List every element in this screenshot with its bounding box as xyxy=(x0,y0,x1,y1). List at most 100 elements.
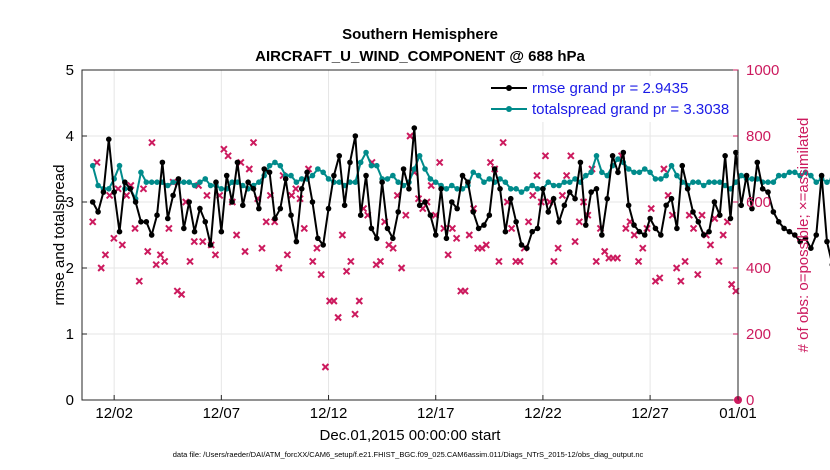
obs-count-marker xyxy=(148,138,156,147)
rmse-point xyxy=(164,215,171,222)
rmse-point xyxy=(191,228,198,235)
obs-count-marker xyxy=(499,138,507,147)
rmse-point xyxy=(711,199,718,205)
totalspread-point xyxy=(148,179,155,185)
obs-count-marker xyxy=(160,257,169,266)
totalspread-point xyxy=(572,176,578,182)
totalspread-point xyxy=(368,162,375,169)
rmse-point xyxy=(298,186,305,192)
rmse-point xyxy=(513,219,519,225)
rmse-point xyxy=(443,235,450,242)
rmse-point xyxy=(261,166,268,172)
totalspread-point xyxy=(256,179,262,185)
y2-axis-ticks: 0 200 400 600 800 1000 xyxy=(733,62,779,409)
rmse-point xyxy=(432,232,439,238)
y-tick-label: 5 xyxy=(66,62,74,79)
rmse-point xyxy=(722,153,728,159)
y2-tick-label: 1000 xyxy=(746,62,779,79)
obs-count-marker xyxy=(275,264,283,272)
totalspread-point xyxy=(722,182,728,189)
obs-count-marker xyxy=(389,244,397,252)
totalspread-point xyxy=(138,169,144,176)
totalspread-point xyxy=(604,172,611,179)
rmse-point xyxy=(700,232,707,238)
rmse-point xyxy=(481,222,487,228)
rmse-point xyxy=(566,189,573,195)
rmse-point xyxy=(373,235,380,242)
obs-count-marker xyxy=(558,191,567,200)
rmse-point xyxy=(786,228,793,235)
obs-count-marker xyxy=(639,244,647,252)
x-axis-ticks: 12/02 12/07 12/12 12/17 12/22 12/27 01/01 xyxy=(95,395,757,422)
totalspread-point xyxy=(615,156,621,162)
rmse-point xyxy=(625,202,632,209)
rmse-point xyxy=(593,186,600,192)
rmse-point xyxy=(438,186,444,192)
obs-count-marker xyxy=(562,171,571,180)
rmse-point xyxy=(599,232,605,238)
obs-count-marker xyxy=(338,231,347,239)
rmse-point xyxy=(802,235,809,242)
rmse-point xyxy=(792,232,798,238)
totalspread-point xyxy=(416,153,423,159)
legend: rmse grand pr = 2.9435 totalspread grand… xyxy=(486,76,736,122)
obs-count-marker xyxy=(330,297,338,305)
totalspread-point xyxy=(652,176,659,182)
totalspread-point xyxy=(599,169,605,176)
y-tick-label: 3 xyxy=(66,194,74,211)
totalspread-point xyxy=(470,169,477,176)
obs-count-marker xyxy=(448,224,457,233)
rmse-point xyxy=(352,133,359,139)
obs-count-marker xyxy=(313,244,321,252)
obs-count-marker xyxy=(495,257,503,266)
totalspread-point xyxy=(706,179,712,185)
obs-count-marker xyxy=(249,138,258,147)
chart-title: Southern Hemisphere xyxy=(342,26,498,43)
totalspread-point xyxy=(786,169,793,176)
rmse-point xyxy=(454,205,460,212)
obs-count-marker xyxy=(634,257,643,266)
rmse-point xyxy=(293,238,300,245)
obs-count-marker xyxy=(203,191,211,200)
obs-count-marker xyxy=(258,244,266,252)
totalspread-point xyxy=(411,166,418,172)
rmse-point xyxy=(765,189,771,195)
rmse-point xyxy=(674,225,680,232)
totalspread-point xyxy=(105,186,112,192)
rmse-point xyxy=(749,205,755,212)
obs-count-marker xyxy=(630,231,639,239)
obs-count-marker xyxy=(342,267,351,276)
rmse-point xyxy=(122,179,128,185)
rmse-point xyxy=(534,225,541,232)
rmse-point xyxy=(808,245,814,251)
rmse-point xyxy=(223,172,230,179)
totalspread-point xyxy=(775,172,782,179)
totalspread-point xyxy=(336,179,343,185)
totalspread-point xyxy=(218,186,225,192)
rmse-point xyxy=(422,199,428,205)
totalspread-point xyxy=(636,169,643,176)
rmse-point xyxy=(277,205,284,212)
totalspread-point xyxy=(518,189,525,195)
totalspread-point xyxy=(427,176,434,182)
rmse-point xyxy=(475,225,482,232)
totalspread-point xyxy=(309,172,316,179)
obs-count-marker xyxy=(465,231,473,239)
rmse-point xyxy=(406,186,412,192)
rmse-point xyxy=(449,199,455,205)
totalspread-point xyxy=(582,172,589,179)
totalspread-point xyxy=(749,176,755,182)
obs-count-marker xyxy=(435,158,444,167)
totalspread-point xyxy=(700,182,707,189)
rmse-point xyxy=(524,245,530,251)
rmse-point xyxy=(390,235,396,242)
totalspread-point xyxy=(481,179,487,185)
rmse-point xyxy=(256,205,262,212)
rmse-point xyxy=(148,232,155,238)
totalspread-point xyxy=(695,179,702,185)
rmse-point xyxy=(727,215,734,222)
rmse-point xyxy=(175,176,182,182)
totalspread-point xyxy=(566,179,573,185)
obs-count-marker xyxy=(567,152,575,160)
plot-area xyxy=(82,70,738,400)
